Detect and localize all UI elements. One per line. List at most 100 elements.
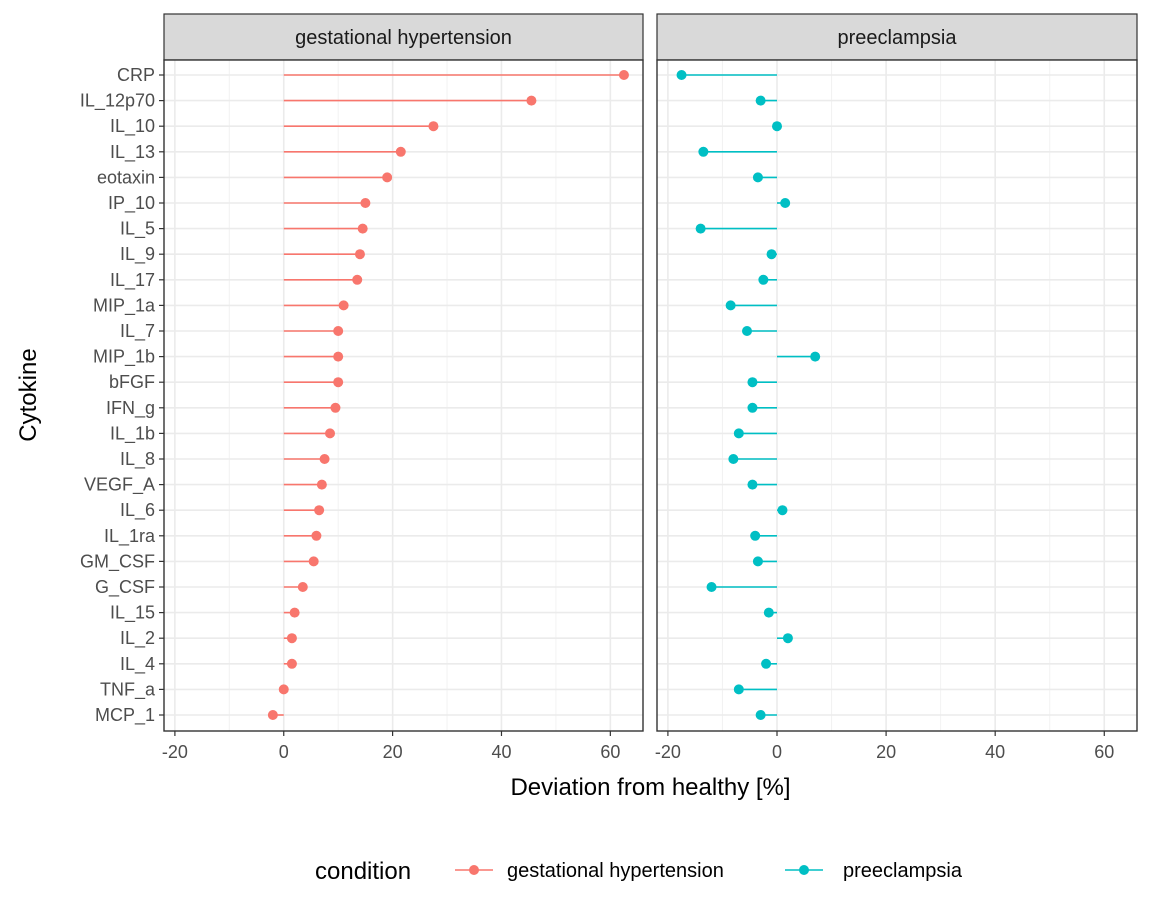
lollipop-point [752,556,763,567]
lollipop-point [330,402,341,413]
y-tick-label: GM_CSF [80,551,155,572]
legend-label: preeclampsia [843,860,963,882]
legend-label: gestational hypertension [507,860,724,882]
legend-item-preeclampsia: preeclampsia [785,860,963,882]
lollipop-point [810,351,821,362]
lollipop-point [526,95,537,106]
lollipop-point [267,710,278,720]
lollipop-point [755,95,766,106]
lollipop-point [382,172,393,183]
lollipop-point [354,249,365,260]
x-tick-label: 20 [876,742,896,762]
y-tick-label: bFGF [109,372,155,392]
y-tick-label: TNF_a [100,679,156,700]
lollipop-point [766,249,777,260]
facet-strip [656,13,1138,61]
panel-gestational-hypertension: gestational hypertension -20 0 20 40 60 [162,13,644,762]
lollipop-point [676,70,687,80]
x-tick-label: 0 [772,742,782,762]
panel-background [164,60,643,731]
lollipop-point [706,582,717,592]
y-axis-title: Cytokine [15,348,42,441]
x-tick-label: 60 [1094,742,1114,762]
lollipop-point [733,684,744,695]
legend: condition gestational hypertension preecl… [315,858,963,885]
legend-title: condition [315,858,411,885]
y-tick-label: IL_15 [110,603,155,624]
legend-item-gestational-hypertension: gestational hypertension [455,860,724,882]
x-tick-label: -20 [162,742,188,762]
lollipop-point [286,658,297,669]
lollipop-point [395,146,406,157]
lollipop-point [782,633,793,644]
lollipop-point [747,377,758,388]
y-tick-label: IL_4 [120,654,155,675]
facet-strip [163,13,644,61]
lollipop-point [728,454,739,464]
lollipop-point [278,684,289,695]
y-tick-label: MIP_1a [93,295,156,316]
lollipop-point [780,198,791,208]
lollipop-point [289,607,300,618]
y-tick-label: G_CSF [95,577,155,598]
panel-border [656,59,1138,732]
y-tick-label: IL_10 [110,116,155,137]
y-tick-label: IL_1ra [104,526,156,547]
lollipop-point [333,377,344,388]
x-tick-label: 20 [383,742,403,762]
lollipop-point [319,454,330,464]
lollipop-point [618,70,629,80]
y-tick-label: IL_8 [120,449,155,470]
lollipop-point [316,479,327,490]
lollipop-point [333,326,344,336]
lollipop-point [747,402,758,413]
y-tick-label: IL_12p70 [80,91,155,112]
x-axis-title: Deviation from healthy [%] [510,774,790,801]
y-tick-label: MCP_1 [95,705,155,726]
x-tick-label: 40 [491,742,511,762]
legend-key-point [469,865,479,875]
lollipop-point [747,479,758,490]
lollipop-point [750,530,761,541]
lollipop-point [742,326,752,336]
lollipop-point [695,223,706,234]
y-tick-label: IL_2 [120,628,155,649]
legend-key-point [799,865,809,875]
lollipop-point [286,633,297,644]
y-tick-label: IL_5 [120,219,155,240]
y-tick-label: MIP_1b [93,347,155,368]
x-tick-label: -20 [655,742,681,762]
y-tick-label: VEGF_A [84,475,155,496]
lollipop-point [333,351,344,362]
panel-preeclampsia: preeclampsia -20 0 20 40 60 [655,13,1138,762]
lollipop-point [338,300,349,311]
y-tick-label: CRP [117,65,155,85]
panel-border [163,59,644,732]
panel-background [657,60,1137,731]
lollipop-point [357,223,368,234]
y-tick-label: IL_6 [120,500,155,521]
lollipop-point [314,505,325,516]
lollipop-point [755,710,766,720]
lollipop-point [311,530,322,541]
y-tick-label: IL_13 [110,142,155,163]
lollipop-point [752,172,763,183]
lollipop-point [777,505,788,516]
lollipop-point [428,121,439,132]
facet-strip-label: gestational hypertension [295,27,512,49]
lollipop-point [698,146,709,157]
lollipop-point [763,607,774,618]
lollipop-point [297,582,308,592]
lollipop-point [325,428,336,439]
lollipop-point [772,121,782,132]
y-tick-label: IL_7 [120,321,155,342]
lollipop-point [308,556,319,567]
y-tick-label: eotaxin [97,167,155,187]
y-tick-label: IL_9 [120,244,155,265]
y-tick-label: IP_10 [108,193,155,214]
y-tick-label: IL_17 [110,270,155,291]
x-tick-label: 40 [985,742,1005,762]
panels-layer: gestational hypertension-20 0 20 40 60preecl… [162,13,1138,762]
